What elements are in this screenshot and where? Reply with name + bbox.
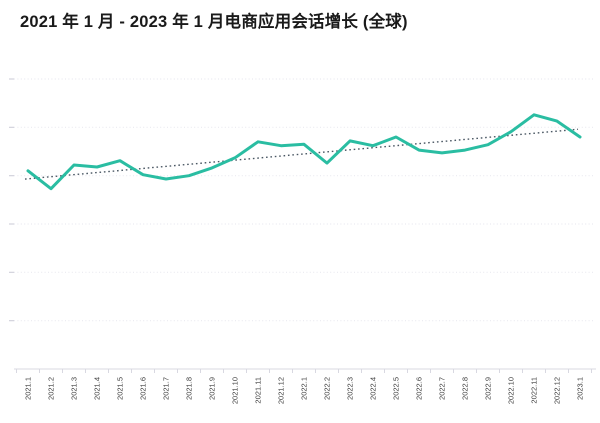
x-axis-label: 2022.10 [507, 377, 516, 404]
x-axis-label: 2021.8 [185, 377, 194, 400]
x-axis-label: 2022.9 [484, 377, 493, 400]
x-axis-label: 2022.7 [438, 377, 447, 400]
x-axis-label: 2022.12 [553, 377, 562, 404]
x-axis-label: 2021.12 [277, 377, 286, 404]
x-axis-label: 2022.11 [530, 377, 539, 404]
series-line [26, 113, 582, 191]
x-axis-label: 2021.4 [93, 377, 102, 400]
x-axis-label: 2022.1 [300, 377, 309, 400]
x-axis-label: 2021.1 [24, 377, 33, 400]
x-axis-label: 2022.6 [415, 377, 424, 400]
trendline [24, 128, 579, 180]
x-axis-label: 2021.3 [70, 377, 79, 400]
chart-title: 2021 年 1 月 - 2023 年 1 月电商应用会话增长 (全球) [20, 13, 408, 31]
x-axis-label: 2022.8 [461, 377, 470, 400]
x-axis-label: 2022.2 [323, 377, 332, 400]
x-axis-label: 2021.9 [208, 377, 217, 400]
x-axis-label: 2022.4 [369, 377, 378, 400]
x-axis-label: 2023.1 [576, 377, 585, 400]
x-axis-label: 2021.7 [162, 377, 171, 400]
x-axis-label: 2021.2 [47, 377, 56, 400]
x-axis-label: 2021.5 [116, 377, 125, 400]
x-axis-label: 2022.5 [392, 377, 401, 400]
x-axis-label: 2021.6 [139, 377, 148, 400]
x-axis-label: 2021.10 [231, 377, 240, 404]
x-axis-label: 2022.3 [346, 377, 355, 400]
x-axis-label: 2021.11 [254, 377, 263, 404]
